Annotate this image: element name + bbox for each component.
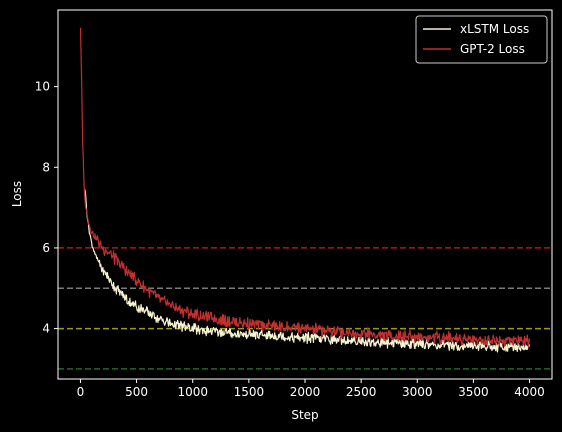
y-tick-label: 6 [42, 241, 50, 255]
y-tick-label: 4 [42, 322, 50, 336]
x-tick-label: 2500 [346, 385, 377, 399]
y-tick-label: 10 [35, 80, 50, 94]
y-tick-label: 8 [42, 160, 50, 174]
x-tick-label: 500 [125, 385, 148, 399]
gpt2-loss-line [79, 27, 531, 348]
reference-lines [58, 247, 552, 370]
legend-label-gpt2: GPT-2 Loss [460, 42, 525, 56]
x-tick-label: 2000 [290, 385, 321, 399]
xlstm-loss-line [84, 189, 531, 353]
legend: xLSTM Loss GPT-2 Loss [415, 15, 548, 64]
x-tick-label: 1000 [177, 385, 208, 399]
x-axis-ticks: 0 500 1000 1500 2000 2500 3000 3500 4000 [77, 379, 545, 399]
legend-label-xlstm: xLSTM Loss [460, 22, 529, 36]
x-tick-label: 0 [77, 385, 85, 399]
x-axis-label: Step [291, 408, 318, 422]
x-tick-label: 3000 [402, 385, 433, 399]
x-tick-label: 3500 [458, 385, 489, 399]
legend-box [415, 15, 548, 64]
series-layer [79, 27, 531, 353]
x-tick-label: 1500 [234, 385, 265, 399]
y-axis-ticks: 4 6 8 10 [35, 80, 58, 336]
y-axis-label: Loss [10, 181, 24, 207]
plot-frame [57, 9, 553, 380]
x-tick-label: 4000 [514, 385, 545, 399]
